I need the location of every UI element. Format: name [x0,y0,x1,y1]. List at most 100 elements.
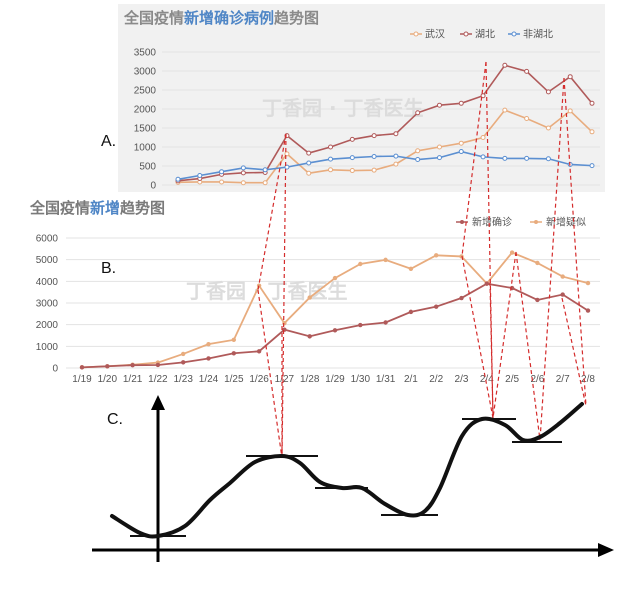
chart-a-point [349,136,355,142]
correspondence-lines [257,61,587,459]
chart-b-x-tick-label: 2/3 [455,374,469,385]
chart-b-legend-marker [460,220,464,224]
chart-a-point [415,148,421,154]
correspondence-dashed-line [492,251,517,419]
chart-b-x-tick-label: 1/30 [351,374,371,385]
chart-a-point [371,133,377,139]
schematic-curve-panel [92,395,614,562]
chart-b-point [509,250,515,255]
chart-b-point [282,320,287,326]
chart-b-point [560,292,565,297]
correspondence-dashed-line [257,133,287,291]
chart-b-point [383,257,388,263]
chart-b: 0 1000 2000 3000 4000 5000 6000 1/19 1/20 1/21 1/2… [29,199,600,385]
chart-b-point [434,253,439,258]
chart-b-point [484,281,489,286]
chart-b-x-tick-label: 1/27 [275,374,295,385]
chart-b-title-part: 全国疫情 [29,199,90,217]
chart-a-y-tick-label: 500 [139,162,156,173]
chart-b-point [585,308,591,313]
chart-a-background [118,4,605,192]
chart-a-point [328,144,334,150]
chart-b-x-tick-label: 1/21 [123,374,143,385]
chart-b-point [256,349,262,354]
chart-a-point [240,180,246,186]
chart-b-y-tick-label: 4000 [36,277,59,288]
chart-b-point [585,280,591,286]
chart-a-point [480,135,486,140]
chart-b-y-tick-label: 1000 [36,342,59,353]
chart-b-point [206,356,211,361]
chart-b-point [231,337,236,343]
correspondence-dashed-line [489,281,494,419]
chart-a-series-line [177,109,593,184]
schematic-trend-curve [110,402,584,539]
chart-a-point [458,140,464,146]
chart-b-x-tick-label: 1/25 [224,374,244,385]
chart-a-point [415,157,421,163]
chart-a-point [262,180,268,186]
chart-b-point [358,261,363,267]
chart-a-legend-label: 湖北 [475,29,495,41]
chart-a-point [524,68,530,74]
chart-a-point [480,154,486,160]
chart-a-point [219,169,225,175]
chart-b-point [206,341,211,347]
correspondence-dashed-line [563,77,587,407]
chart-a-legend-marker [413,31,419,37]
chart-b-legend-label: 新增确诊 [472,216,512,229]
chart-b-point [231,351,236,356]
chart-b-watermark: 丁香园 · 丁香医生 [186,279,348,303]
chart-b-title: 全国疫情新增趋势图 [29,199,165,217]
chart-a-series-line [177,64,593,182]
chart-a-y-tick-label: 2500 [134,86,157,97]
chart-a-point [371,167,377,173]
chart-b-x-tick-label: 1/22 [148,374,168,385]
panel-label-c: C. [107,411,123,428]
chart-a-series-line [177,150,593,181]
chart-a-point [219,179,225,185]
chart-b-point [155,362,161,368]
chart-b-x-tick-label: 1/24 [199,374,219,385]
chart-a-point [371,154,377,159]
chart-b-x-tick-label: 2/1 [404,374,418,385]
chart-b-title-part: 新增 [90,199,120,217]
chart-b-title-part: 趋势图 [120,199,165,217]
chart-a-point [436,102,442,108]
correspondence-dashed-line [515,251,541,441]
chart-a-point [262,167,268,173]
chart-b-x-tick-label: 2/8 [581,374,595,385]
chart-b-point [332,328,338,333]
chart-b-y-tick-label: 6000 [36,234,59,245]
chart-b-x-tick-label: 1/26 [249,374,269,385]
chart-b-point [79,365,85,370]
chart-a-point [306,150,312,156]
correspondence-dashed-line [485,61,494,419]
chart-a-point [393,161,399,167]
chart-b-point [307,295,312,300]
chart-a-point [589,129,595,135]
chart-a-y-tick-label: 2000 [134,105,157,116]
correspondence-dashed-line [257,289,283,459]
chart-b-x-tick-label: 2/7 [556,374,570,385]
chart-a-point [502,155,508,161]
chart-b-point [282,327,287,332]
chart-b-x-tick-label: 2/4 [480,374,494,385]
chart-b-x-tick-label: 1/23 [173,374,193,385]
chart-a-legend-label: 武汉 [425,28,445,41]
schematic-y-axis-arrow-icon [151,395,165,410]
chart-b-point [560,274,565,279]
chart-a-point [415,110,421,116]
chart-a-point [436,155,442,161]
chart-a: 0 500 1000 1500 2000 2500 3000 3500 全国疫情新增确诊病例趋势… [123,9,600,192]
chart-b-point [535,260,540,266]
chart-a-y-tick-label: 3500 [134,48,157,59]
chart-a-point [349,155,355,161]
chart-a-legend-label: 非湖北 [523,29,553,41]
chart-b-point [307,334,312,339]
chart-b-x-tick-label: 1/31 [376,374,396,385]
chart-b-y-tick-label: 2000 [36,320,59,331]
chart-a-point [502,62,508,68]
chart-a-title-part: 趋势图 [274,9,319,27]
